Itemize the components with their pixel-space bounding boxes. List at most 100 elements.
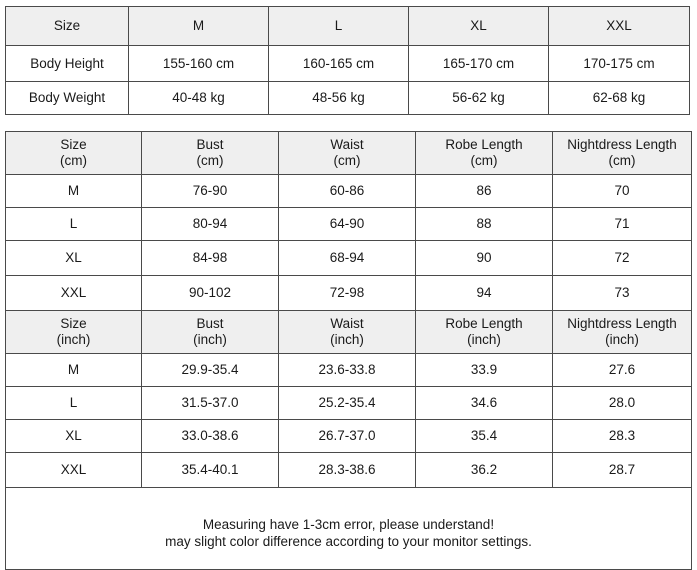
table-cell: 73 bbox=[552, 275, 692, 311]
table-cell: 23.6-33.8 bbox=[278, 353, 416, 387]
note-line: may slight color difference according to… bbox=[165, 533, 532, 549]
header-title: Nightdress Length bbox=[567, 137, 677, 152]
size-cell: M bbox=[5, 353, 142, 387]
table-cell: 160-165 cm bbox=[268, 45, 409, 82]
header-title: Bust bbox=[196, 137, 224, 152]
table-cell: 33.0-38.6 bbox=[141, 419, 279, 453]
size-cell: XL bbox=[5, 419, 142, 453]
table-cell: 28.7 bbox=[552, 452, 692, 488]
header-unit: (cm) bbox=[333, 153, 361, 168]
table-cell: 48-56 kg bbox=[268, 81, 409, 115]
header-cell: Bust (cm) bbox=[141, 131, 279, 175]
header-cell: Bust (inch) bbox=[141, 310, 279, 354]
table-cell: 28.0 bbox=[552, 386, 692, 420]
cm-header-row: Size (cm) Bust (cm) Waist (cm) Robe Length(… bbox=[5, 131, 692, 175]
note-line: Measuring have 1-3cm error, please under… bbox=[202, 516, 495, 532]
table-cell: 33.9 bbox=[415, 353, 553, 387]
table-row: L 80-94 64-90 88 71 bbox=[5, 207, 692, 241]
body-size-table: Size M L XL XXL Body Height 155-160 cm 1… bbox=[5, 6, 690, 115]
table-cell: 35.4 bbox=[415, 419, 553, 453]
header-cell: M bbox=[128, 6, 269, 46]
header-title: Robe Length bbox=[445, 316, 523, 331]
table-row: M 29.9-35.4 23.6-33.8 33.9 27.6 bbox=[5, 353, 692, 387]
table-row: XL 33.0-38.6 26.7-37.0 35.4 28.3 bbox=[5, 419, 692, 453]
table-cell: 28.3 bbox=[552, 419, 692, 453]
size-cell: M bbox=[5, 174, 142, 208]
table-cell: 170-175 cm bbox=[548, 45, 690, 82]
table-row: Body Height 155-160 cm 160-165 cm 165-17… bbox=[5, 45, 690, 82]
table-cell: 27.6 bbox=[552, 353, 692, 387]
table-cell: 35.4-40.1 bbox=[141, 452, 279, 488]
table-cell: 90 bbox=[415, 240, 553, 276]
table-cell: 62-68 kg bbox=[548, 81, 690, 115]
size-cell: L bbox=[5, 207, 142, 241]
table-cell: 155-160 cm bbox=[128, 45, 269, 82]
table-cell: 88 bbox=[415, 207, 553, 241]
table-cell: 165-170 cm bbox=[408, 45, 549, 82]
header-cell: Waist (inch) bbox=[278, 310, 416, 354]
header-unit: (cm) bbox=[608, 153, 636, 168]
row-label: Body Weight bbox=[5, 81, 129, 115]
header-title: Nightdress Length bbox=[567, 316, 677, 331]
table-cell: 84-98 bbox=[141, 240, 279, 276]
inch-header-row: Size (inch) Bust (inch) Waist (inch) Robe L… bbox=[5, 310, 692, 354]
table-row: L 31.5-37.0 25.2-35.4 34.6 28.0 bbox=[5, 386, 692, 420]
body-table-header-row: Size M L XL XXL bbox=[5, 6, 690, 46]
header-cell: Nightdress Length (inch) bbox=[552, 310, 692, 354]
header-cell: Size (inch) bbox=[5, 310, 142, 354]
measurement-note: Measuring have 1-3cm error, please under… bbox=[5, 487, 692, 570]
table-cell: 29.9-35.4 bbox=[141, 353, 279, 387]
table-cell: 80-94 bbox=[141, 207, 279, 241]
table-cell: 34.6 bbox=[415, 386, 553, 420]
table-cell: 31.5-37.0 bbox=[141, 386, 279, 420]
table-cell: 40-48 kg bbox=[128, 81, 269, 115]
table-cell: 36.2 bbox=[415, 452, 553, 488]
table-cell: 86 bbox=[415, 174, 553, 208]
size-cell: XL bbox=[5, 240, 142, 276]
table-cell: 25.2-35.4 bbox=[278, 386, 416, 420]
table-cell: 72 bbox=[552, 240, 692, 276]
table-cell: 72-98 bbox=[278, 275, 416, 311]
table-row: XL 84-98 68-94 90 72 bbox=[5, 240, 692, 276]
header-cell: XL bbox=[408, 6, 549, 46]
header-title: Robe Length bbox=[445, 137, 523, 152]
header-title: Size bbox=[60, 137, 87, 152]
table-cell: 60-86 bbox=[278, 174, 416, 208]
table-cell: 76-90 bbox=[141, 174, 279, 208]
table-cell: 68-94 bbox=[278, 240, 416, 276]
table-cell: 64-90 bbox=[278, 207, 416, 241]
header-cell: Waist (cm) bbox=[278, 131, 416, 175]
table-row: M 76-90 60-86 86 70 bbox=[5, 174, 692, 208]
table-cell: 70 bbox=[552, 174, 692, 208]
table-row: XXL 90-102 72-98 94 73 bbox=[5, 275, 692, 311]
header-unit: (inch) bbox=[56, 332, 91, 347]
note-row: Measuring have 1-3cm error, please under… bbox=[5, 487, 692, 570]
header-title: Waist bbox=[330, 316, 364, 331]
header-unit: (inch) bbox=[467, 332, 501, 347]
table-row: XXL 35.4-40.1 28.3-38.6 36.2 28.7 bbox=[5, 452, 692, 488]
header-cell: L bbox=[268, 6, 409, 46]
header-cell: Nightdress Length (cm) bbox=[552, 131, 692, 175]
header-title: Size bbox=[60, 316, 87, 331]
header-cell: Size (cm) bbox=[5, 131, 142, 175]
header-title: Waist bbox=[330, 137, 364, 152]
header-cell: XXL bbox=[548, 6, 690, 46]
header-unit: (cm) bbox=[196, 153, 224, 168]
row-label: Body Height bbox=[5, 45, 129, 82]
header-unit: (cm) bbox=[470, 153, 498, 168]
table-cell: 94 bbox=[415, 275, 553, 311]
header-unit: (inch) bbox=[605, 332, 639, 347]
size-cell: XXL bbox=[5, 452, 142, 488]
header-cell: Robe Length (inch) bbox=[415, 310, 553, 354]
table-cell: 28.3-38.6 bbox=[278, 452, 416, 488]
table-cell: 56-62 kg bbox=[408, 81, 549, 115]
header-unit: (cm) bbox=[60, 153, 87, 168]
size-cell: L bbox=[5, 386, 142, 420]
header-cell: Robe Length (cm) bbox=[415, 131, 553, 175]
table-cell: 71 bbox=[552, 207, 692, 241]
table-row: Body Weight 40-48 kg 48-56 kg 56-62 kg 6… bbox=[5, 81, 690, 115]
table-cell: 26.7-37.0 bbox=[278, 419, 416, 453]
table-cell: 90-102 bbox=[141, 275, 279, 311]
size-cell: XXL bbox=[5, 275, 142, 311]
header-unit: (inch) bbox=[193, 332, 227, 347]
